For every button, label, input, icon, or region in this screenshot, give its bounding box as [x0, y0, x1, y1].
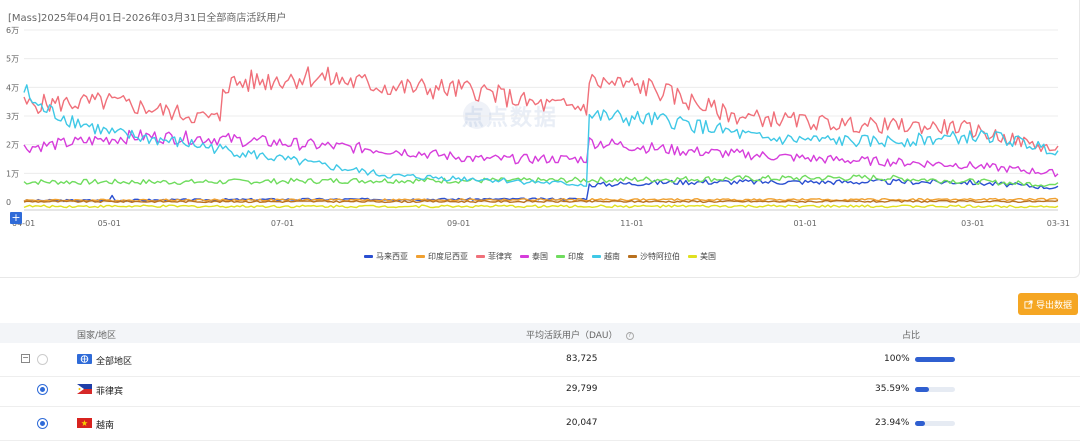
- share-bar: [915, 421, 955, 426]
- row-share: 35.59%: [875, 384, 910, 394]
- series-line: [23, 129, 1059, 178]
- legend-label: 美国: [700, 252, 716, 261]
- row-radio[interactable]: [37, 418, 48, 429]
- series-line: [23, 66, 1059, 153]
- chart-legend: 马来西亚 印度尼西亚 菲律宾 泰国 印度 越南 沙特阿拉伯 美国: [0, 251, 1080, 262]
- header-country: 国家/地区: [77, 331, 117, 341]
- table-header: 国家/地区 平均活跃用户（DAU）? 占比: [0, 323, 1080, 343]
- row-radio[interactable]: [37, 354, 48, 365]
- series-line: [23, 204, 1059, 209]
- header-share: 占比: [902, 331, 921, 341]
- legend-swatch: [416, 255, 425, 258]
- legend-item[interactable]: 沙特阿拉伯: [628, 251, 680, 262]
- row-share: 23.94%: [875, 418, 910, 428]
- header-dau: 平均活跃用户（DAU）?: [526, 328, 634, 341]
- legend-swatch: [592, 255, 601, 258]
- export-label: 导出数据: [1035, 300, 1072, 311]
- series-line: [23, 84, 1059, 187]
- legend-item[interactable]: 泰国: [520, 251, 548, 262]
- x-tick-label: 04-01: [12, 219, 35, 228]
- x-tick-label: 07-01: [271, 219, 294, 228]
- share-bar-fill: [915, 387, 930, 392]
- y-tick-label: 1万: [6, 169, 19, 178]
- legend-label: 沙特阿拉伯: [640, 252, 680, 261]
- series-line: [23, 197, 1059, 202]
- legend-swatch: [688, 255, 697, 258]
- share-bar: [915, 357, 955, 362]
- legend-label: 马来西亚: [376, 252, 408, 261]
- vietnam-flag-icon: [77, 418, 92, 428]
- y-tick-label: 0: [6, 198, 11, 207]
- row-country-name: 菲律宾: [96, 387, 124, 397]
- legend-label: 泰国: [532, 252, 548, 261]
- y-tick-label: 4万: [6, 83, 19, 92]
- legend-label: 印度尼西亚: [428, 252, 468, 261]
- row-country-name: 越南: [96, 421, 115, 431]
- philippines-flag-icon: [77, 384, 92, 394]
- legend-swatch: [520, 255, 529, 258]
- legend-item[interactable]: 越南: [592, 251, 620, 262]
- row-dau: 83,725: [566, 354, 598, 364]
- legend-swatch: [476, 255, 485, 258]
- legend-swatch: [556, 255, 565, 258]
- watermark-logo-icon: [463, 101, 491, 129]
- legend-label: 菲律宾: [488, 252, 512, 261]
- table-row: − 全部地区 83,725 100%: [0, 343, 1080, 377]
- row-dau: 20,047: [566, 418, 598, 428]
- row-share: 100%: [884, 354, 910, 364]
- line-chart: 0 1万 2万 3万 4万 5万 6万 04-01 05-01 07-01 09-01 11-01 01…: [6, 26, 1070, 228]
- legend-label: 印度: [568, 252, 584, 261]
- collapse-toggle[interactable]: −: [21, 353, 30, 363]
- export-icon: [1024, 299, 1033, 309]
- legend-item[interactable]: 马来西亚: [364, 251, 408, 262]
- legend-label: 越南: [604, 252, 620, 261]
- expand-plus-button[interactable]: +: [10, 211, 22, 224]
- y-tick-label: 2万: [6, 141, 19, 150]
- globe-icon: [77, 354, 92, 364]
- table-row: 越南 20,047 23.94%: [0, 407, 1080, 441]
- header-dau-label: 平均活跃用户（DAU）: [526, 331, 618, 341]
- share-bar-fill: [915, 357, 955, 362]
- series-line: [23, 174, 1059, 188]
- legend-item[interactable]: 菲律宾: [476, 251, 512, 262]
- share-bar: [915, 387, 955, 392]
- row-country-name: 全部地区: [96, 357, 133, 367]
- y-tick-label: 5万: [6, 55, 19, 64]
- x-tick-label: 03-01: [961, 219, 984, 228]
- y-tick-label: 3万: [6, 112, 19, 121]
- legend-item[interactable]: 印度尼西亚: [416, 251, 468, 262]
- series-line: [23, 199, 1059, 204]
- x-tick-label: 01-01: [794, 219, 817, 228]
- x-tick-label: 09-01: [447, 219, 470, 228]
- export-data-button[interactable]: 导出数据: [1018, 293, 1078, 315]
- info-icon[interactable]: ?: [625, 332, 634, 340]
- x-tick-label: 11-01: [620, 219, 643, 228]
- watermark: 点点数据: [462, 106, 559, 131]
- x-tick-label: 03-31: [1047, 219, 1070, 228]
- y-tick-label: 6万: [6, 26, 19, 35]
- table-row: 菲律宾 29,799 35.59%: [0, 373, 1080, 407]
- series-line: [23, 178, 1059, 203]
- chart-panel: [Mass]2025年04月01日-2026年03月31日全部商店活跃用户 点点…: [0, 0, 1080, 278]
- row-dau: 29,799: [566, 384, 598, 394]
- legend-item[interactable]: 美国: [688, 251, 716, 262]
- legend-swatch: [628, 255, 637, 258]
- chart-title: [Mass]2025年04月01日-2026年03月31日全部商店活跃用户: [8, 13, 287, 24]
- row-radio[interactable]: [37, 384, 48, 395]
- legend-item[interactable]: 印度: [556, 251, 584, 262]
- share-bar-fill: [915, 421, 925, 426]
- x-tick-label: 05-01: [98, 219, 121, 228]
- legend-swatch: [364, 255, 373, 258]
